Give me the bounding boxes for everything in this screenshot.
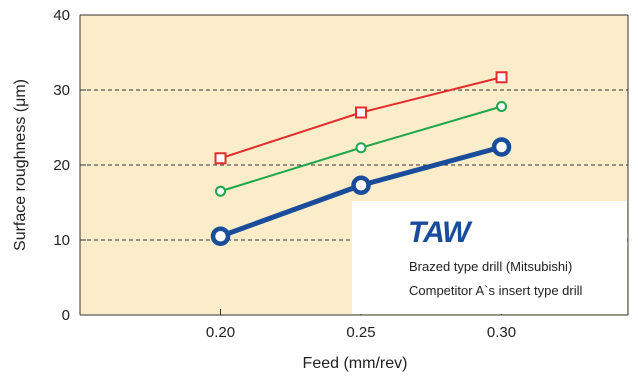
y-axis-ticks: 0 10 20 30 40 bbox=[53, 7, 86, 324]
y-tick-label: 0 bbox=[62, 307, 70, 324]
data-point-1-0 bbox=[215, 185, 227, 197]
data-point-0-1 bbox=[351, 175, 371, 195]
y-tick-label: 20 bbox=[53, 157, 70, 174]
y-axis-title: Surface roughness (μm) bbox=[12, 79, 29, 251]
data-point-2-1 bbox=[355, 106, 368, 119]
legend-label-competitor-drill: Competitor A`s insert type drill bbox=[409, 283, 583, 298]
legend-taw-logo: TAW bbox=[408, 216, 473, 249]
legend-box bbox=[352, 201, 627, 314]
data-point-1-1 bbox=[355, 142, 367, 154]
y-tick-label: 10 bbox=[53, 232, 70, 249]
data-point-0-0 bbox=[210, 226, 231, 246]
y-tick-label: 40 bbox=[53, 7, 70, 24]
y-tick-label: 30 bbox=[53, 82, 70, 99]
legend: TAW Brazed type drill (Mitsubishi) Compe… bbox=[352, 201, 627, 314]
x-axis-ticks: 0.20 0.25 0.30 bbox=[206, 309, 516, 341]
series-layer bbox=[210, 71, 512, 246]
x-tick-label: 0.20 bbox=[206, 324, 235, 341]
legend-label-brazed-drill: Brazed type drill (Mitsubishi) bbox=[409, 259, 572, 274]
data-point-0-2 bbox=[491, 137, 512, 157]
x-axis-title: Feed (mm/rev) bbox=[303, 355, 408, 372]
x-tick-label: 0.30 bbox=[487, 324, 516, 341]
series-0 bbox=[210, 137, 512, 246]
series-2 bbox=[214, 71, 508, 165]
data-point-2-0 bbox=[214, 152, 227, 165]
data-point-2-2 bbox=[495, 71, 508, 84]
data-point-1-2 bbox=[496, 101, 508, 112]
series-1 bbox=[215, 101, 508, 197]
x-tick-label: 0.25 bbox=[346, 324, 375, 341]
